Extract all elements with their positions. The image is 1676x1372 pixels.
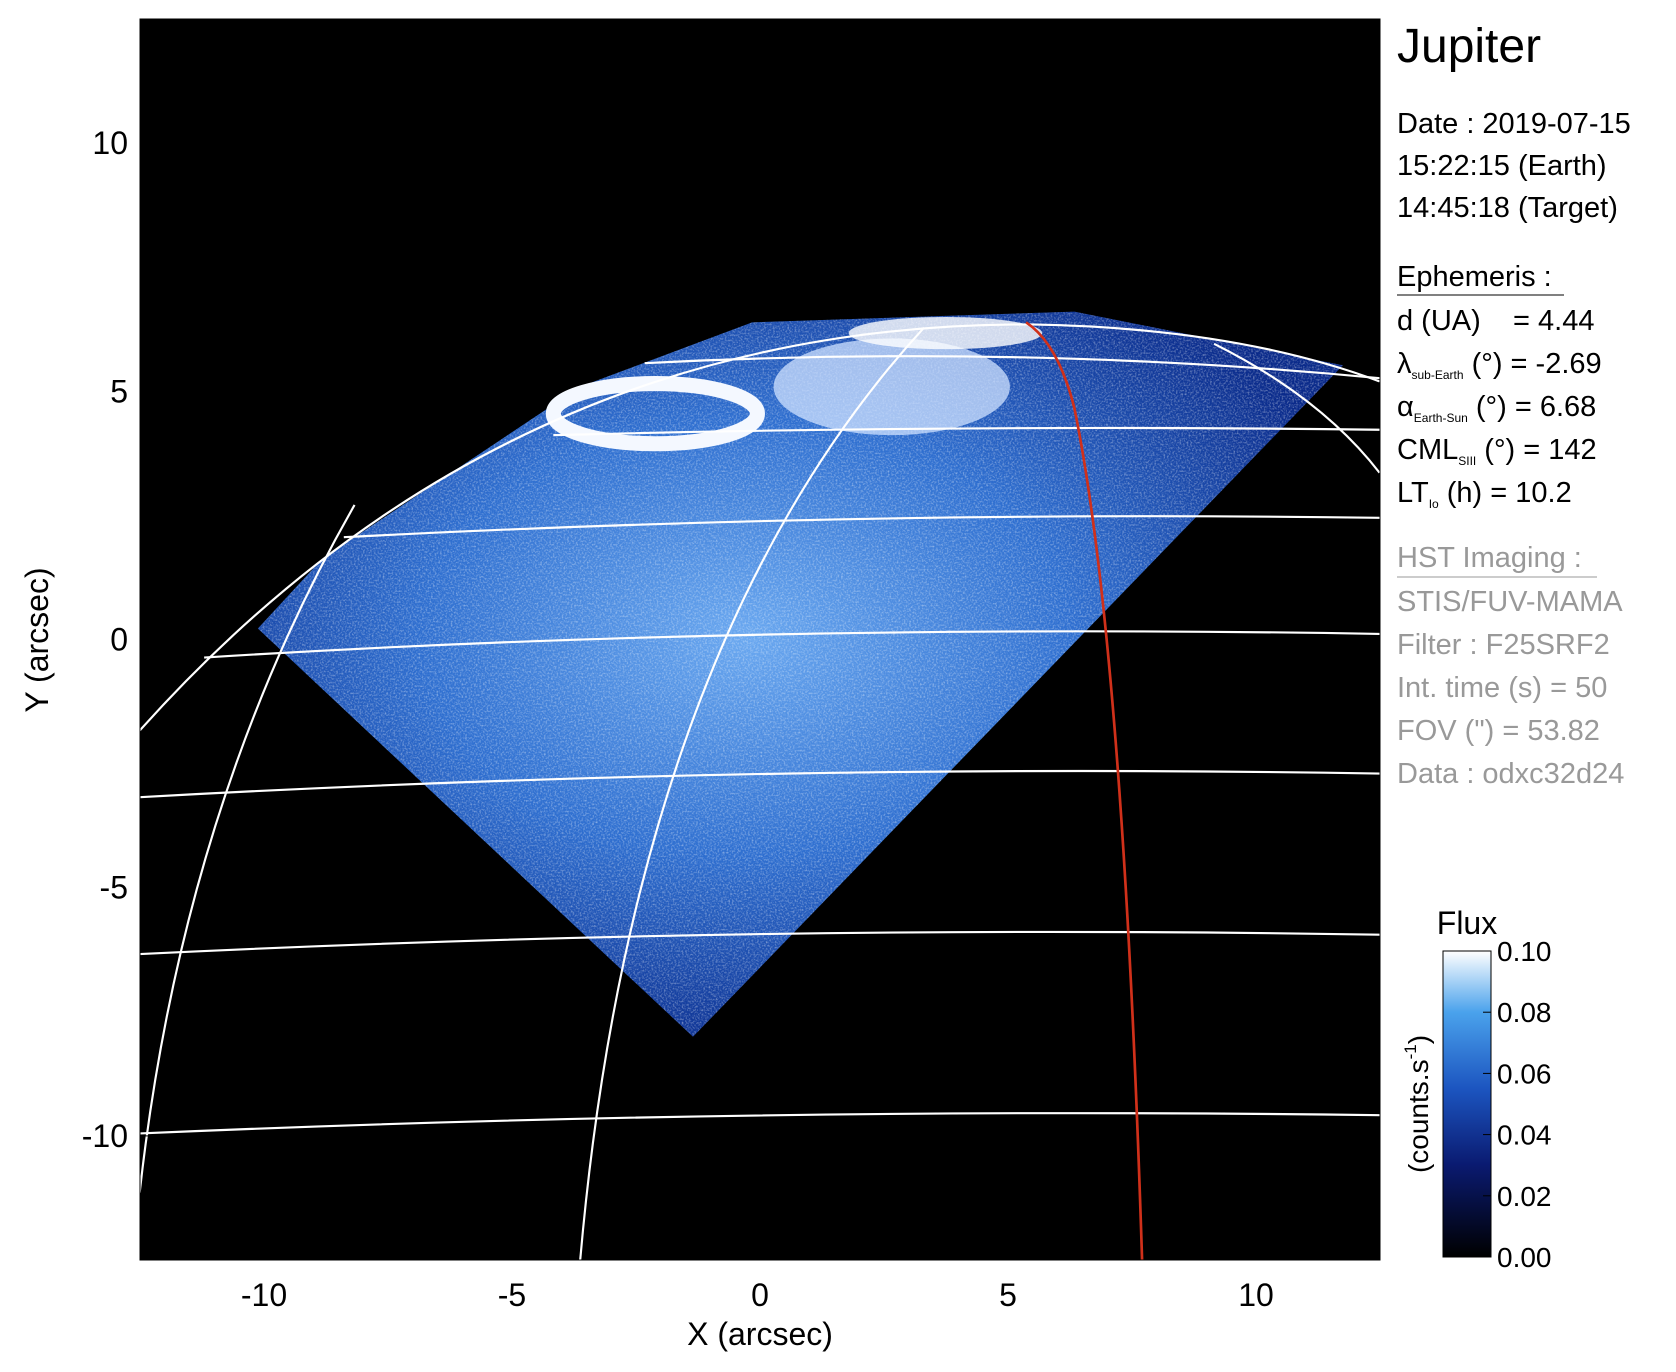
ephemeris-sub: sub-Earth: [1412, 368, 1464, 382]
x-tick-label: 5: [999, 1277, 1017, 1313]
date-line: Date : 2019-07-15: [1397, 108, 1631, 140]
colorbar-tick-label: 0.10: [1497, 936, 1552, 967]
emission-noise: [257, 311, 1343, 1037]
colorbar-tick-label: 0.06: [1497, 1058, 1552, 1089]
y-tick-label: -5: [100, 870, 128, 906]
ephemeris-sub: Earth-Sun: [1414, 411, 1468, 425]
x-tick-label: 10: [1238, 1277, 1274, 1313]
ephemeris-value: (°) = 142: [1476, 434, 1596, 466]
y-tick-label: -10: [82, 1118, 128, 1154]
colorbar-tick-label: 0.02: [1497, 1181, 1552, 1212]
imaging-line: Int. time (s) = 50: [1397, 672, 1607, 704]
ephemeris-heading: Ephemeris :: [1397, 261, 1552, 293]
ephemeris-item: λsub-Earth (°) = -2.69: [1397, 348, 1602, 382]
y-tick-label: 5: [110, 373, 128, 409]
aurora-oval: [545, 376, 765, 452]
ephemeris-sub: SIII: [1458, 454, 1476, 468]
x-tick-label: 0: [751, 1277, 769, 1313]
colorbar-label-text: (counts.s: [1403, 1059, 1434, 1173]
ephemeris-value: (°) = 6.68: [1468, 391, 1596, 423]
ephemeris-sub: Io: [1429, 497, 1439, 511]
x-tick-label: -10: [241, 1277, 287, 1313]
colorbar-label: (counts.s-1): [1401, 1035, 1434, 1173]
aurora-core: [773, 338, 1010, 436]
colorbar: [1442, 950, 1492, 1258]
imaging-line: FOV (") = 53.82: [1397, 715, 1600, 747]
colorbar-tick-label: 0.04: [1497, 1120, 1552, 1151]
ephemeris-item: CMLSIII (°) = 142: [1397, 434, 1597, 468]
y-tick-label: 10: [92, 125, 128, 161]
ephemeris-symbol: λ: [1397, 348, 1412, 380]
ephemeris-value: (h) = 10.2: [1439, 477, 1572, 509]
title: Jupiter: [1397, 20, 1541, 73]
imaging-line: STIS/FUV-MAMA: [1397, 586, 1623, 618]
colorbar-title: Flux: [1437, 905, 1497, 941]
imaging-heading: HST Imaging :: [1397, 542, 1582, 574]
image-layer: [140, 311, 1380, 1260]
x-tick-label: -5: [498, 1277, 526, 1313]
x-axis-label: X (arcsec): [687, 1316, 833, 1352]
ephemeris-symbol: d (UA) = 4.44: [1397, 305, 1594, 337]
colorbar-tick-label: 0.00: [1497, 1242, 1552, 1273]
planet-grid: [140, 323, 1380, 1260]
ephemeris-value: (°) = -2.69: [1464, 348, 1602, 380]
colorbar-label-end: ): [1403, 1035, 1434, 1044]
ephemeris-symbol: LT: [1397, 477, 1429, 509]
central-meridian: [1025, 321, 1144, 1260]
date-line: 15:22:15 (Earth): [1397, 150, 1607, 182]
ephemeris-symbol: CML: [1397, 434, 1458, 466]
colorbar-label-sup: -1: [1401, 1044, 1420, 1059]
ephemeris-item: d (UA) = 4.44: [1397, 305, 1594, 337]
ephemeris-symbol: α: [1397, 391, 1414, 423]
imaging-line: Filter : F25SRF2: [1397, 629, 1610, 661]
colorbar-tick-label: 0.08: [1497, 997, 1552, 1028]
ephemeris-item: αEarth-Sun (°) = 6.68: [1397, 391, 1596, 425]
imaging-line: Data : odxc32d24: [1397, 758, 1624, 790]
y-tick-label: 0: [110, 622, 128, 658]
ephemeris-item: LTIo (h) = 10.2: [1397, 477, 1572, 511]
date-line: 14:45:18 (Target): [1397, 192, 1618, 224]
y-axis-label: Y (arcsec): [19, 567, 55, 712]
